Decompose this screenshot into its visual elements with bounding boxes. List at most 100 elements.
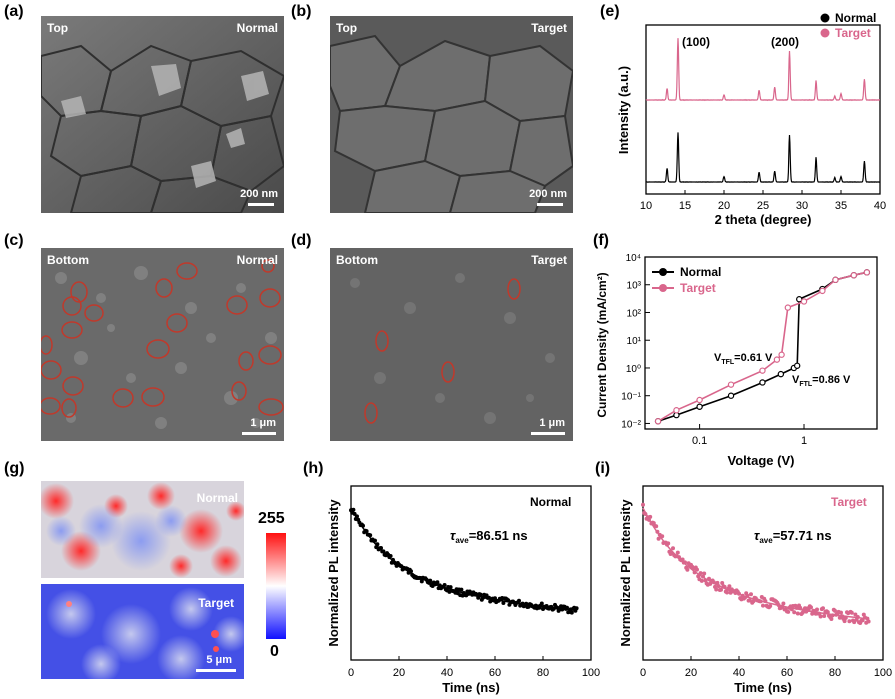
trpl-point (720, 581, 725, 585)
panel-d-label: (d) (291, 232, 312, 249)
jv-chart: 0.1 1 10⁴ 10³ 10² 10¹ 10⁰ 10⁻¹ 10⁻² Normal Targe… (595, 253, 878, 468)
legend-normal-marker (820, 13, 830, 23)
trpl-point (815, 607, 819, 612)
scale-bar (248, 203, 274, 206)
xrd-xtick-label: 35 (835, 200, 847, 212)
trpl-point (866, 619, 871, 624)
scale-bar (537, 203, 563, 206)
trpl-normal-fit (350, 507, 577, 611)
trpl-point (699, 578, 704, 583)
pl-map-target: Target 5 μm (41, 584, 244, 679)
trpl-point (833, 608, 837, 613)
trpl-target-points (641, 502, 871, 625)
trpl-normal-ylabel: Normalized PL intensity (326, 499, 341, 647)
jv-xtick-label: 1 (801, 435, 807, 447)
trpl-xtick-label: 0 (348, 667, 354, 679)
jv-point (727, 392, 735, 399)
legend-normal-label: Normal (835, 11, 876, 25)
sem-image-bottom-target: Bottom Target 1 μm (330, 248, 573, 441)
xrd-ylabel: Intensity (a.u.) (616, 66, 631, 154)
trpl-xtick-label: 40 (733, 667, 745, 679)
trpl-target-frame (642, 485, 884, 661)
jv-point (673, 407, 680, 414)
xrd-peak-200-label: (200) (771, 35, 799, 49)
trpl-point (654, 524, 659, 529)
scale-bar-label: 200 nm (240, 188, 278, 200)
trpl-point (853, 612, 858, 617)
xrd-plot-frame (645, 24, 881, 195)
trpl-xtick-label: 60 (489, 667, 501, 679)
sem-label-left: Bottom (336, 253, 378, 267)
jv-ytick-label: 10⁴ (626, 253, 641, 264)
panel-f-label: (f) (593, 232, 609, 249)
trpl-point (821, 606, 825, 611)
xrd-xtick-label: 15 (679, 200, 691, 212)
sem-label-right: Target (531, 253, 567, 267)
jv-target-series (654, 269, 871, 425)
sem-bottom-texture (330, 248, 573, 441)
sem-label-right: Normal (236, 21, 278, 35)
trpl-point (714, 587, 719, 592)
trpl-point (849, 610, 854, 615)
jv-point (863, 269, 871, 276)
trpl-point (478, 592, 483, 597)
trpl-point (459, 587, 464, 592)
panel-b-label: (b) (291, 3, 312, 20)
trpl-point (842, 619, 847, 624)
trpl-xtick-label: 0 (640, 667, 646, 679)
trpl-point (569, 610, 574, 615)
colorbar (266, 533, 286, 639)
trpl-point (781, 601, 786, 606)
trpl-xtick-label: 60 (781, 667, 793, 679)
scale-bar-label: 200 nm (529, 188, 567, 200)
trpl-point (501, 601, 506, 605)
xrd-xtick-label: 10 (640, 200, 652, 212)
trpl-point (685, 567, 690, 572)
scale-bar (242, 432, 276, 435)
trpl-xtick-label: 80 (537, 667, 549, 679)
pl-map-target-label: Target (198, 596, 234, 610)
sem-grain-texture (41, 16, 284, 213)
trpl-point (574, 606, 579, 611)
trpl-target-chart: 0 20 40 60 80 100 Target τave=57.71 ns Time (… (618, 485, 892, 695)
xrd-xtick-label: 20 (718, 200, 730, 212)
trpl-normal-tau: τave=86.51 ns (450, 528, 528, 545)
trpl-target-tau: τave=57.71 ns (754, 528, 832, 545)
panel-g-label: (g) (4, 460, 25, 477)
trpl-point (768, 604, 773, 608)
legend-target-label: Target (680, 281, 716, 295)
jv-point (773, 356, 781, 363)
colorbar-min-label: 0 (270, 643, 279, 660)
trpl-normal-chart: 0 20 40 60 80 100 Normal τave=86.51 ns Time (… (326, 485, 600, 695)
jv-ylabel: Current Density (mA/cm²) (595, 272, 609, 417)
sem-label-right: Target (531, 21, 567, 35)
trpl-point (517, 598, 521, 603)
xrd-xtick-label: 30 (796, 200, 808, 212)
xrd-xtick-label: 40 (874, 200, 886, 212)
jv-point (654, 418, 662, 425)
panel-i-label: (i) (595, 460, 611, 477)
jv-ytick-label: 10¹ (627, 336, 642, 347)
pl-map-normal-label: Normal (196, 491, 238, 505)
trpl-point (675, 550, 680, 555)
jv-point (832, 276, 839, 284)
panel-a-label: (a) (4, 3, 24, 20)
scale-bar (196, 669, 236, 672)
trpl-point (435, 580, 440, 585)
trpl-point (448, 585, 453, 590)
xrd-peak-100-label: (100) (682, 35, 710, 49)
jv-point (800, 298, 808, 305)
trpl-point (860, 618, 865, 623)
trpl-point (695, 567, 699, 572)
trpl-normal-frame (350, 485, 592, 661)
trpl-point (822, 614, 827, 618)
sem-image-bottom-normal: Bottom Normal 1 μm (41, 248, 284, 441)
trpl-point (829, 617, 834, 621)
legend-target-label: Target (835, 26, 871, 40)
panel-e-label: (e) (600, 3, 620, 20)
jv-xtick-label: 0.1 (692, 435, 707, 447)
trpl-point (419, 579, 424, 584)
trpl-point (671, 546, 675, 551)
trpl-point (725, 590, 729, 595)
trpl-target-xlabel: Time (ns) (734, 680, 792, 695)
